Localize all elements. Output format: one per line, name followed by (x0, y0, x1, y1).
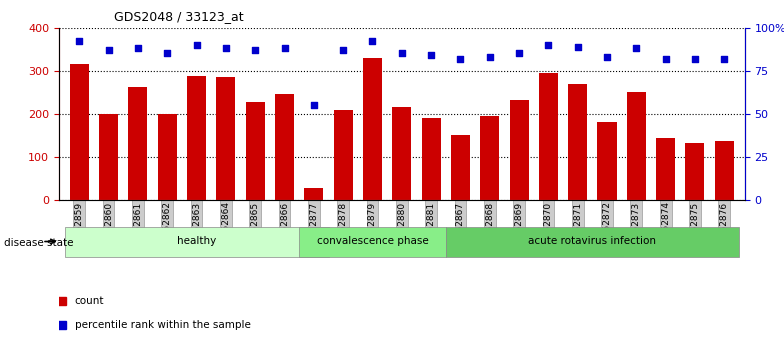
Bar (158, 114, 177, 200)
Text: percentile rank within the sample: percentile rank within the sample (74, 320, 251, 330)
Bar (129, 87, 147, 200)
Text: GDS2048 / 33123_at: GDS2048 / 33123_at (114, 10, 243, 23)
Point (630, 46, 643, 51)
Bar (363, 58, 382, 200)
FancyBboxPatch shape (299, 227, 446, 257)
Point (659, 56, 672, 61)
Bar (685, 143, 705, 200)
Point (688, 56, 701, 61)
Bar (392, 107, 412, 200)
Bar (187, 76, 206, 200)
Bar (481, 116, 499, 200)
Bar (568, 84, 587, 200)
Bar (422, 118, 441, 200)
Point (278, 46, 291, 51)
Text: healthy: healthy (177, 237, 216, 246)
Point (337, 47, 350, 53)
Point (718, 56, 731, 61)
Point (513, 51, 525, 56)
Point (542, 42, 554, 48)
Point (220, 46, 232, 51)
Point (572, 44, 584, 49)
FancyBboxPatch shape (446, 227, 739, 257)
Point (395, 51, 408, 56)
Point (191, 42, 203, 48)
Bar (715, 141, 734, 200)
Point (425, 52, 437, 58)
Bar (70, 64, 89, 200)
Bar (245, 102, 265, 200)
Text: acute rotavirus infection: acute rotavirus infection (528, 237, 656, 246)
FancyBboxPatch shape (64, 227, 328, 257)
Bar (656, 138, 675, 200)
Text: count: count (74, 296, 104, 306)
Bar (275, 94, 294, 200)
Point (132, 46, 144, 51)
Bar (334, 110, 353, 200)
Bar (99, 114, 118, 200)
Bar (539, 73, 558, 200)
Bar (451, 136, 470, 200)
Point (73, 39, 85, 44)
Point (307, 102, 320, 108)
Point (484, 54, 496, 60)
Bar (626, 92, 646, 200)
Point (249, 47, 262, 53)
Text: convalescence phase: convalescence phase (317, 237, 428, 246)
Point (601, 54, 613, 60)
Text: disease state: disease state (4, 238, 74, 248)
Bar (597, 122, 616, 200)
Point (454, 56, 466, 61)
Bar (216, 77, 235, 200)
Point (366, 39, 379, 44)
Point (161, 51, 173, 56)
Bar (304, 188, 323, 200)
Bar (510, 100, 528, 200)
Point (103, 47, 115, 53)
